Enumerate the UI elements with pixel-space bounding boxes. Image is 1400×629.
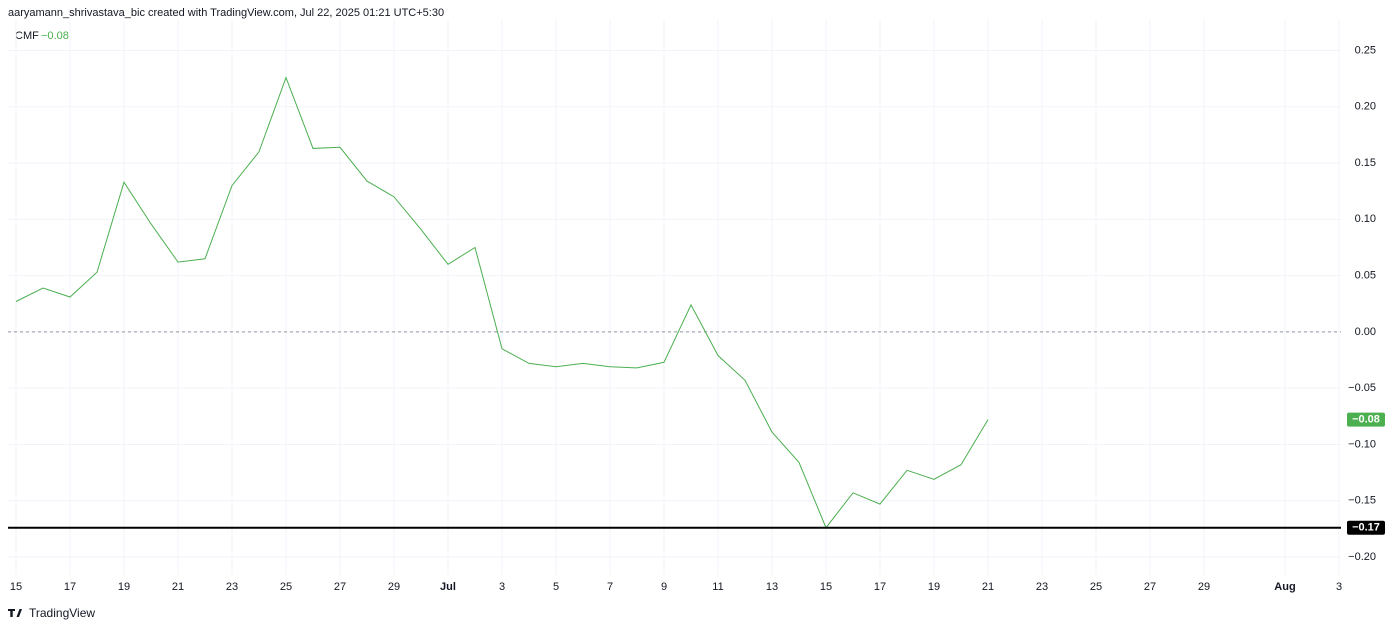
x-tick-label: 21 [172,581,184,593]
legend-name: CMF [15,30,39,42]
logo [7,609,22,617]
x-tick-label: 25 [280,581,292,593]
x-tick-label: 9 [661,581,667,593]
legend-value: −0.08 [41,30,69,42]
x-tick-label: 23 [226,581,238,593]
hline-label: −0.17 [1352,522,1380,534]
y-tick-label: 0.25 [1355,44,1376,56]
y-tick-label: 0.05 [1355,270,1376,282]
x-tick-label: 23 [1036,581,1048,593]
y-tick-label: −0.10 [1348,438,1376,450]
x-tick-label: 7 [607,581,613,593]
y-tick-label: −0.15 [1348,495,1376,507]
x-tick-label: 15 [10,581,22,593]
x-tick-label: 15 [820,581,832,593]
current-value-box [1347,412,1385,427]
x-tick-label: 3 [1336,581,1342,593]
x-tick-label: 17 [64,581,76,593]
x-tick-label: 21 [982,581,994,593]
x-tick-label: 27 [334,581,346,593]
x-tick-label: Aug [1274,581,1295,593]
header: aaryamann_shrivastava_bic created with T… [8,7,444,19]
x-tick-label: 19 [928,581,940,593]
y-tick-label: −0.05 [1348,382,1376,394]
x-tick-label: 3 [499,581,505,593]
x-tick-label: 19 [118,581,130,593]
y-tick-label: 0.10 [1355,213,1376,225]
footer: TradingView [29,606,95,620]
hline-label-box [1347,520,1385,535]
x-tick-label: 5 [553,581,559,593]
x-tick-label: 17 [874,581,886,593]
current-value-label: −0.08 [1352,414,1380,426]
x-tick-label: 29 [388,581,400,593]
x-tick-label: Jul [440,581,456,593]
x-tick-label: 11 [712,581,723,593]
y-tick-label: 0.15 [1355,157,1376,169]
x-tick-label: 13 [766,581,778,593]
y-tick-label: 0.20 [1355,101,1376,113]
x-tick-label: 29 [1198,581,1210,593]
y-tick-label: 0.00 [1355,326,1376,338]
x-tick-label: 27 [1144,581,1156,593]
y-tick-label: −0.20 [1348,551,1376,563]
x-tick-label: 25 [1090,581,1102,593]
